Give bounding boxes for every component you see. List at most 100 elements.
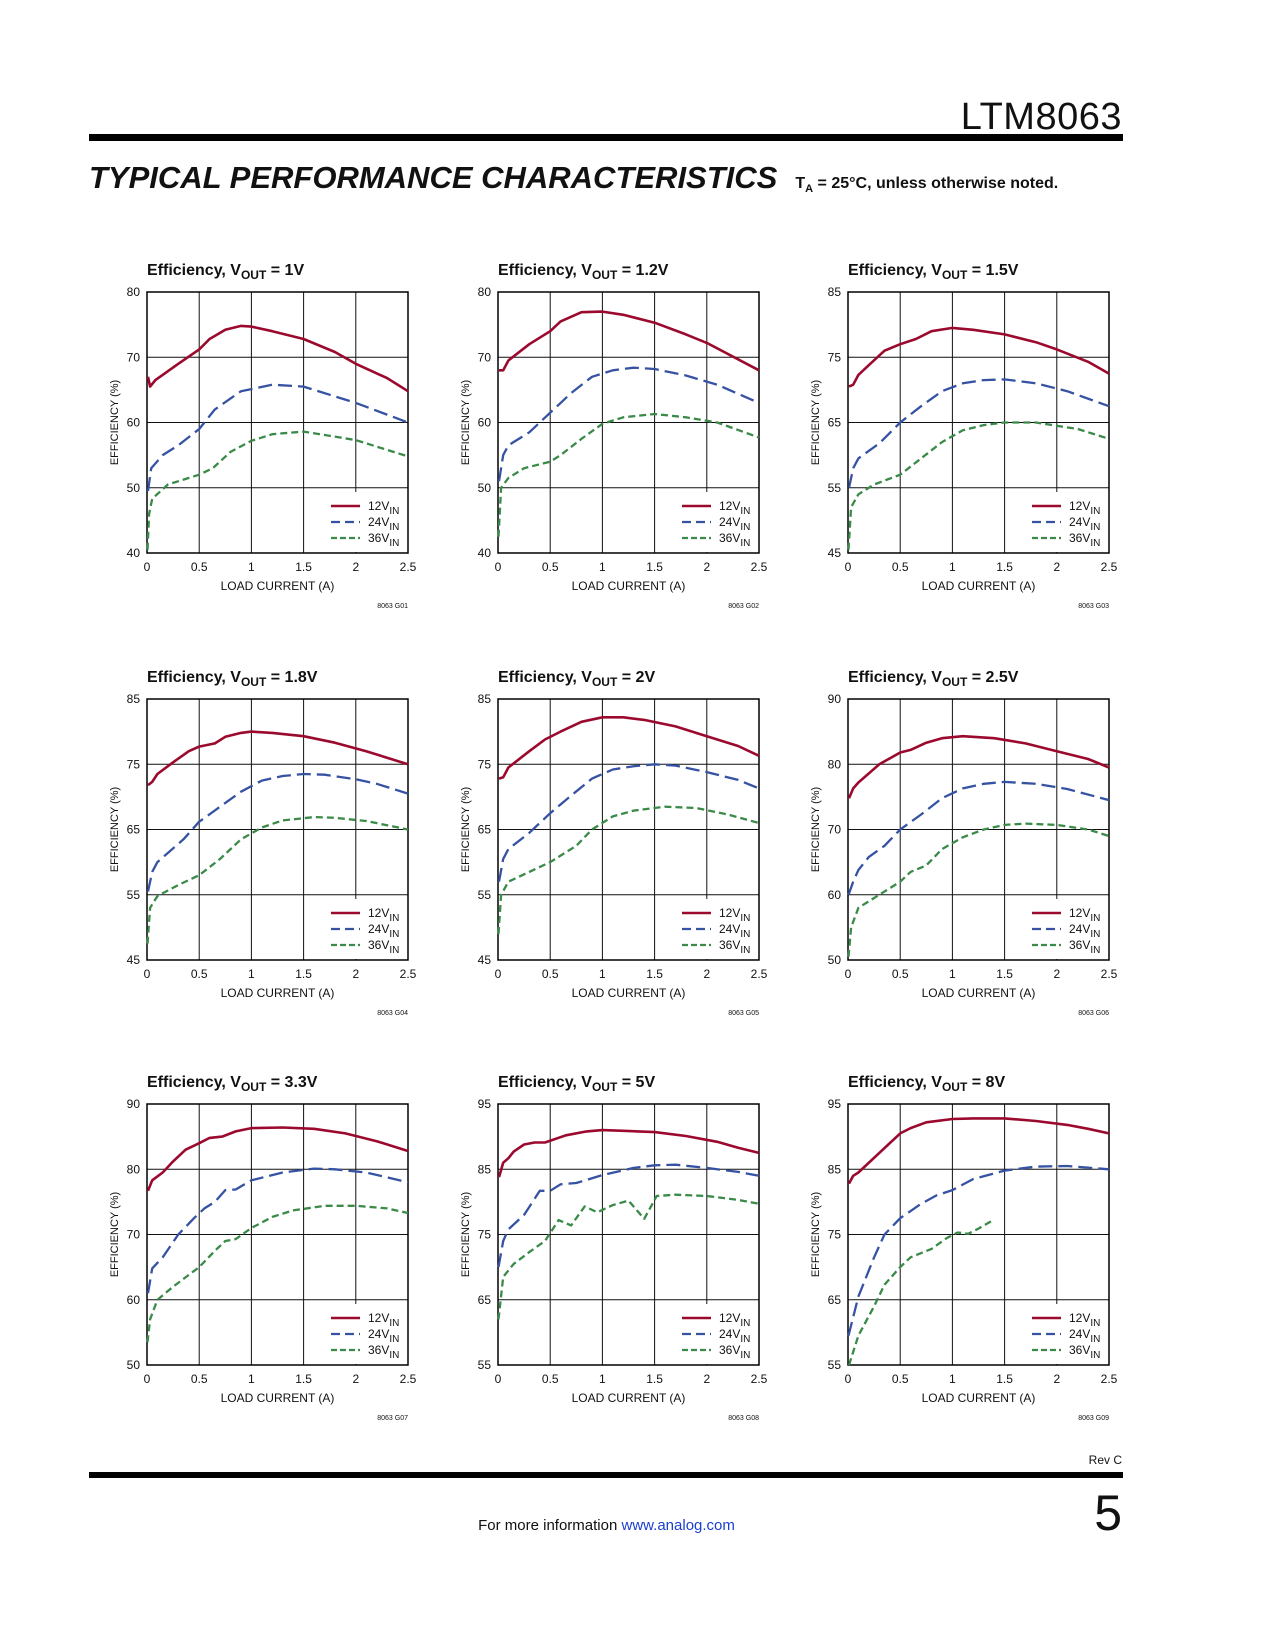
chart-title-prefix: Efficiency, V — [848, 1074, 942, 1091]
y-tick-label: 65 — [478, 823, 492, 837]
chart-title-prefix: Efficiency, V — [498, 1074, 592, 1091]
y-tick-label: 65 — [828, 1293, 842, 1307]
y-tick-label: 95 — [478, 1097, 492, 1111]
x-axis-label: LOAD CURRENT (A) — [221, 579, 335, 593]
series-line-12v — [147, 730, 409, 787]
series-line-24v — [497, 1163, 760, 1268]
website-link[interactable]: www.analog.com — [621, 1517, 735, 1534]
legend-label-main: 12V — [1069, 906, 1090, 920]
x-tick-label: 1 — [949, 967, 956, 981]
legend-label-main: 36V — [719, 1343, 740, 1357]
x-tick-label: 2 — [352, 967, 359, 981]
series-line-24v — [146, 383, 409, 492]
series-line-36v — [146, 1204, 409, 1343]
series-line-12v — [847, 734, 1110, 799]
y-tick-label: 80 — [478, 285, 492, 299]
legend-label-sub: IN — [389, 522, 399, 533]
legend-label-sub: IN — [740, 506, 750, 517]
legend-label: 36VIN — [368, 531, 399, 549]
figure-code: 8063 G04 — [377, 1010, 408, 1017]
legend-label: 12VIN — [368, 499, 399, 517]
series-line-36v — [847, 1218, 995, 1366]
legend-label-main: 12V — [368, 1311, 389, 1325]
x-tick-label: 2 — [1053, 1372, 1060, 1386]
series-line-36v — [847, 822, 1110, 957]
y-tick-label: 45 — [478, 953, 492, 967]
chart-title-sub: OUT — [942, 268, 968, 282]
y-tick-label: 65 — [478, 1293, 492, 1307]
chart-title-suffix: = 2.5V — [967, 669, 1018, 686]
series-line-24v — [847, 378, 1110, 489]
x-axis-label: LOAD CURRENT (A) — [221, 1391, 335, 1405]
x-tick-label: 0 — [495, 967, 502, 981]
figure-code: 8063 G08 — [728, 1415, 759, 1422]
x-tick-label: 2.5 — [1101, 967, 1118, 981]
legend-label-sub: IN — [1090, 506, 1100, 517]
legend-label-main: 12V — [1069, 499, 1090, 513]
legend-label-main: 24V — [719, 515, 740, 529]
legend-label: 12VIN — [368, 1311, 399, 1329]
efficiency-chart: Efficiency, VOUT = 1.5V 0 0.5 1 1.5 2 2.5 45 55 6… — [810, 262, 1118, 610]
x-tick-label: 0 — [144, 560, 151, 574]
y-axis-label: EFFICIENCY (%) — [810, 787, 822, 872]
plot-frame — [497, 291, 760, 554]
series-line-12v — [497, 1128, 760, 1178]
chart-title: Efficiency, VOUT = 1.8V — [147, 669, 318, 689]
y-axis-label: EFFICIENCY (%) — [460, 787, 472, 872]
legend-label-main: 36V — [719, 531, 740, 545]
figure-code: 8063 G07 — [377, 1415, 408, 1422]
y-tick-label: 85 — [828, 1162, 842, 1176]
legend-label: 12VIN — [719, 1311, 750, 1329]
chart-title-prefix: Efficiency, V — [848, 262, 942, 279]
x-tick-label: 0 — [495, 560, 502, 574]
legend-label: 12VIN — [719, 499, 750, 517]
chart-title-sub: OUT — [241, 675, 267, 689]
legend-label-main: 36V — [1069, 938, 1090, 952]
y-tick-label: 55 — [828, 481, 842, 495]
figure-code: 8063 G05 — [728, 1010, 759, 1017]
legend-label-sub: IN — [1090, 945, 1100, 956]
y-tick-label: 45 — [828, 546, 842, 560]
conditions-note: TA = 25°C, unless otherwise noted. — [795, 175, 1058, 195]
plot-frame — [497, 698, 760, 961]
legend-label-main: 12V — [719, 499, 740, 513]
x-tick-label: 1 — [599, 1372, 606, 1386]
y-tick-label: 70 — [478, 350, 492, 364]
chart-title: Efficiency, VOUT = 1.2V — [498, 262, 669, 282]
y-tick-label: 55 — [478, 1358, 492, 1372]
x-tick-label: 0 — [845, 1372, 852, 1386]
chart-title: Efficiency, VOUT = 1V — [147, 262, 304, 282]
y-tick-label: 70 — [828, 823, 842, 837]
legend-label-main: 12V — [368, 499, 389, 513]
section-header: TYPICAL PERFORMANCE CHARACTERISTICS TA =… — [89, 160, 1058, 196]
legend-label: 36VIN — [719, 1343, 750, 1361]
x-tick-label: 0 — [845, 560, 852, 574]
legend-label-sub: IN — [740, 538, 750, 549]
legend-label-main: 24V — [368, 1327, 389, 1341]
chart-title-prefix: Efficiency, V — [498, 262, 592, 279]
legend-label-main: 36V — [1069, 1343, 1090, 1357]
legend-label-main: 24V — [719, 1327, 740, 1341]
page-number: 5 — [1094, 1485, 1122, 1541]
chart-title-prefix: Efficiency, V — [498, 669, 592, 686]
x-tick-label: 2.5 — [1101, 560, 1118, 574]
efficiency-chart: Efficiency, VOUT = 1.8V 0 0.5 1 1.5 2 2.5 45 55 6… — [109, 669, 417, 1017]
y-tick-label: 40 — [127, 546, 141, 560]
x-tick-label: 1.5 — [996, 1372, 1013, 1386]
section-title: TYPICAL PERFORMANCE CHARACTERISTICS — [89, 160, 778, 195]
x-axis-label: LOAD CURRENT (A) — [922, 986, 1036, 1000]
legend-label: 36VIN — [368, 938, 399, 956]
y-tick-label: 55 — [127, 888, 141, 902]
legend-label: 36VIN — [719, 531, 750, 549]
x-tick-label: 0.5 — [542, 1372, 559, 1386]
plot-frame — [146, 1103, 409, 1366]
y-axis-label: EFFICIENCY (%) — [109, 380, 121, 465]
y-tick-label: 60 — [478, 416, 492, 430]
series-line-12v — [146, 1126, 409, 1192]
x-tick-label: 2 — [703, 560, 710, 574]
x-tick-label: 2 — [1053, 967, 1060, 981]
x-tick-label: 1 — [248, 967, 255, 981]
legend-label-sub: IN — [1090, 913, 1100, 924]
part-number: LTM8063 — [960, 96, 1122, 138]
series-line-12v — [499, 310, 760, 372]
